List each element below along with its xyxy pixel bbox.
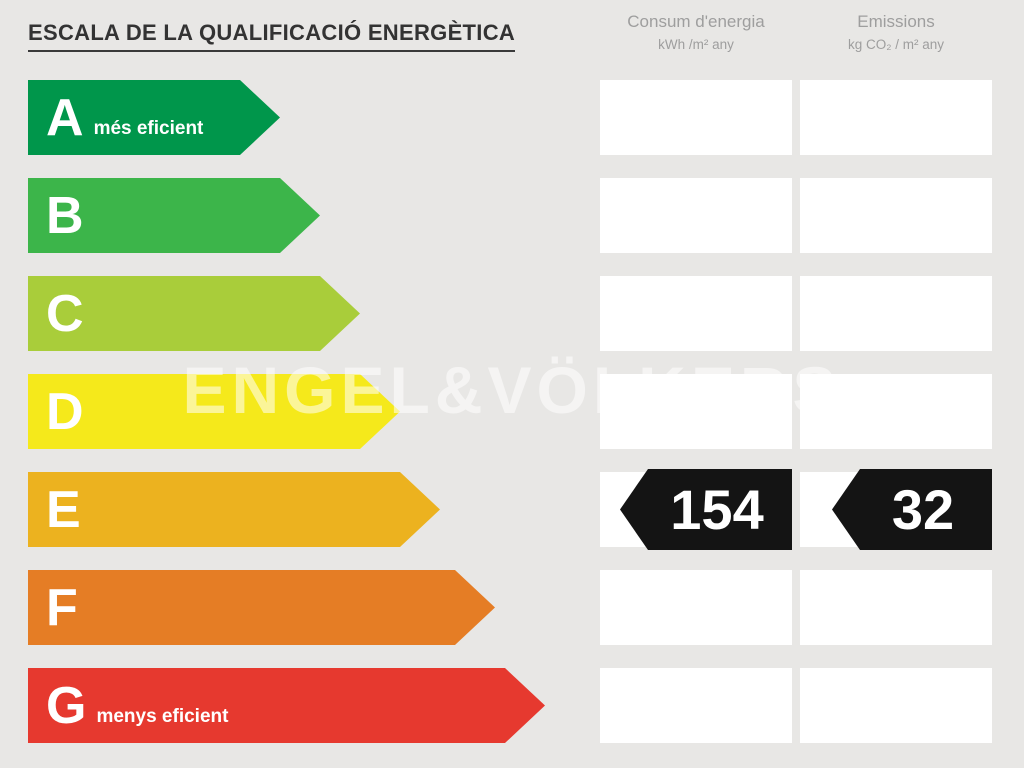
emissions-value: 32: [891, 478, 955, 541]
consum-cell-c: [600, 276, 792, 351]
consum-label: Consum d'energia: [627, 12, 765, 31]
rating-letter-b: B: [46, 186, 84, 245]
rating-letter-g: G: [46, 676, 87, 735]
emissions-unit: kg CO₂ / m² any: [847, 37, 944, 52]
emissions-cell-d: [800, 374, 992, 449]
rating-row-c: C: [0, 276, 1024, 351]
emissions-cell-g: [800, 668, 992, 743]
emissions-value-badge: 32: [832, 469, 992, 550]
rating-bar-f: F: [28, 570, 495, 645]
rating-bar-e: E: [28, 472, 440, 547]
column-header-emissions: Emissions kg CO₂ / m² any: [800, 12, 992, 52]
emissions-cell-f: [800, 570, 992, 645]
consum-cell-d: [600, 374, 792, 449]
emissions-cell-e: 32: [800, 469, 992, 550]
emissions-cell-b: [800, 178, 992, 253]
page-title: ESCALA DE LA QUALIFICACIÓ ENERGÈTICA: [28, 20, 516, 52]
consum-cell-f: [600, 570, 792, 645]
consum-cell-g: [600, 668, 792, 743]
rating-row-f: F: [0, 570, 1024, 645]
rating-bar-b: B: [28, 178, 320, 253]
consum-value: 154: [670, 478, 764, 541]
rating-row-e: E 154 32: [0, 469, 1024, 550]
rating-letter-a: A: [46, 88, 84, 147]
rating-letter-e: E: [46, 480, 81, 539]
rating-row-d: D: [0, 374, 1024, 449]
rating-row-b: B: [0, 178, 1024, 253]
rating-note-g: menys eficient: [96, 705, 229, 727]
consum-cell-a: [600, 80, 792, 155]
rating-letter-f: F: [46, 578, 78, 637]
emissions-label: Emissions: [857, 12, 935, 31]
column-header-consum: Consum d'energia kWh /m² any: [600, 12, 792, 52]
consum-value-badge: 154: [620, 469, 792, 550]
consum-cell-b: [600, 178, 792, 253]
rating-letter-d: D: [46, 382, 84, 441]
emissions-cell-a: [800, 80, 992, 155]
rating-bar-c: C: [28, 276, 360, 351]
rating-bar-d: D: [28, 374, 400, 449]
rating-letter-c: C: [46, 284, 84, 343]
emissions-cell-c: [800, 276, 992, 351]
rating-note-a: més eficient: [93, 117, 204, 139]
consum-unit: kWh /m² any: [658, 37, 734, 52]
consum-cell-e: 154: [600, 469, 792, 550]
